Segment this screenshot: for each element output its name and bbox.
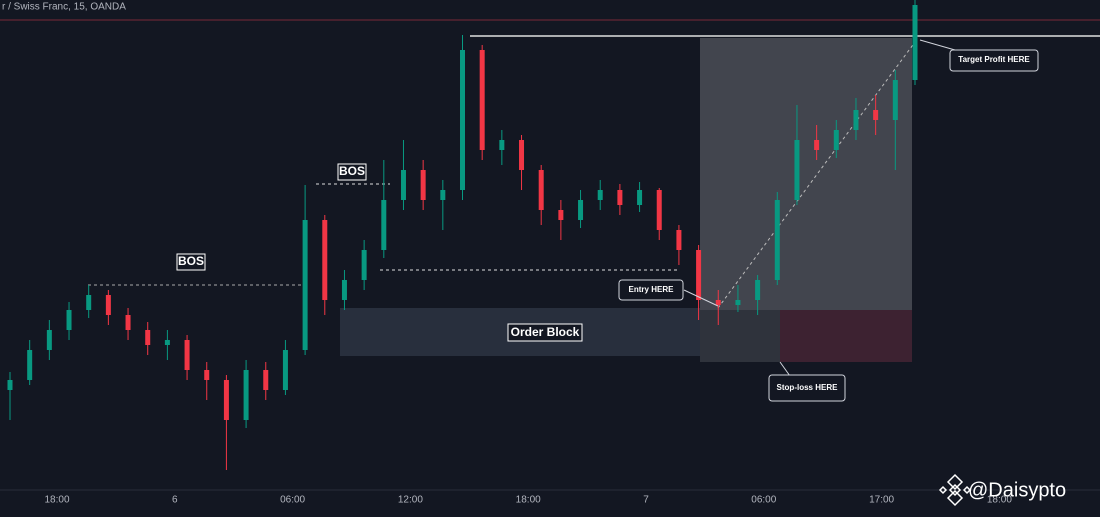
- candle-body: [479, 50, 485, 150]
- target-text: Target Profit HERE: [958, 55, 1030, 64]
- candle-body: [204, 370, 210, 380]
- candle-body: [302, 220, 308, 350]
- candle-body: [105, 295, 111, 315]
- candle-body: [400, 170, 406, 200]
- x-tick-label: 7: [643, 495, 649, 506]
- watermark: @Daisypto: [938, 473, 1066, 507]
- candle-body: [341, 280, 347, 300]
- candle-body: [263, 370, 269, 390]
- candle-body: [715, 300, 721, 305]
- candle-body: [873, 110, 879, 120]
- target-zone: [700, 38, 912, 310]
- candle-body: [519, 140, 525, 170]
- stop-zone: [700, 310, 780, 362]
- candle-body: [853, 110, 859, 130]
- bos-label: BOS: [176, 253, 206, 271]
- x-tick-label: 12:00: [398, 495, 423, 506]
- candle-body: [696, 250, 702, 300]
- entry-text: Entry HERE: [629, 285, 675, 294]
- candle-body: [145, 330, 151, 345]
- x-tick-label: 18:00: [987, 495, 1012, 506]
- x-tick-label: 18:00: [44, 495, 69, 506]
- candle-body: [460, 50, 465, 190]
- stop-label: Stop-loss HERE: [768, 361, 846, 402]
- candle-body: [558, 210, 564, 220]
- candle-body: [223, 380, 229, 420]
- order-block-text: Order Block: [511, 325, 580, 339]
- x-tick-label: 17:00: [869, 495, 894, 506]
- candle-body: [676, 230, 682, 250]
- stop-zone: [780, 310, 912, 362]
- candle-body: [7, 380, 13, 390]
- bos-text: BOS: [339, 164, 365, 178]
- bos-text: BOS: [178, 254, 204, 268]
- x-tick-label: 06:00: [751, 495, 776, 506]
- candle-body: [892, 80, 898, 120]
- candle-body: [637, 190, 643, 205]
- target-label: Target Profit HERE: [919, 39, 1039, 72]
- chart-title: r / Swiss Franc, 15, OANDA: [2, 2, 126, 13]
- candle-body: [755, 280, 761, 300]
- candle-body: [125, 315, 131, 330]
- x-tick-label: 06:00: [280, 495, 305, 506]
- candle-body: [381, 200, 387, 250]
- candle-body: [499, 140, 505, 150]
- candle-body: [420, 170, 426, 200]
- candle-body: [656, 190, 662, 230]
- candle-body: [833, 130, 839, 150]
- candle-body: [164, 340, 170, 345]
- candle-body: [322, 220, 328, 300]
- candle-body: [578, 200, 584, 220]
- candle-body: [86, 295, 92, 310]
- candle-body: [243, 370, 249, 420]
- stop-text: Stop-loss HERE: [777, 383, 839, 392]
- candle-body: [440, 190, 446, 200]
- x-tick-label: 18:00: [516, 495, 541, 506]
- candle-body: [361, 250, 367, 280]
- bos-label: BOS: [337, 163, 367, 181]
- candle-body: [282, 350, 288, 390]
- x-tick-label: 6: [172, 495, 178, 506]
- candle-body: [46, 330, 52, 350]
- candle-body: [538, 170, 544, 210]
- entry-label: Entry HERE: [618, 279, 719, 307]
- watermark-text: @Daisypto: [968, 479, 1066, 501]
- candle-body: [774, 200, 780, 280]
- candles: [7, 0, 918, 470]
- candle-body: [735, 300, 741, 305]
- candle-body: [597, 190, 603, 200]
- candle-body: [794, 140, 800, 200]
- candle-body: [66, 310, 72, 330]
- candle-body: [184, 340, 190, 370]
- candle-body: [617, 190, 623, 205]
- candle-body: [27, 350, 33, 380]
- order-block-label: Order Block: [507, 323, 583, 342]
- x-axis-labels: 18:00 6 06:00 12:00 18:00 7 06:00 17:00 18:00: [44, 495, 1012, 506]
- candle-body: [814, 140, 820, 150]
- trend-line: [717, 37, 919, 309]
- candle-body: [912, 5, 918, 80]
